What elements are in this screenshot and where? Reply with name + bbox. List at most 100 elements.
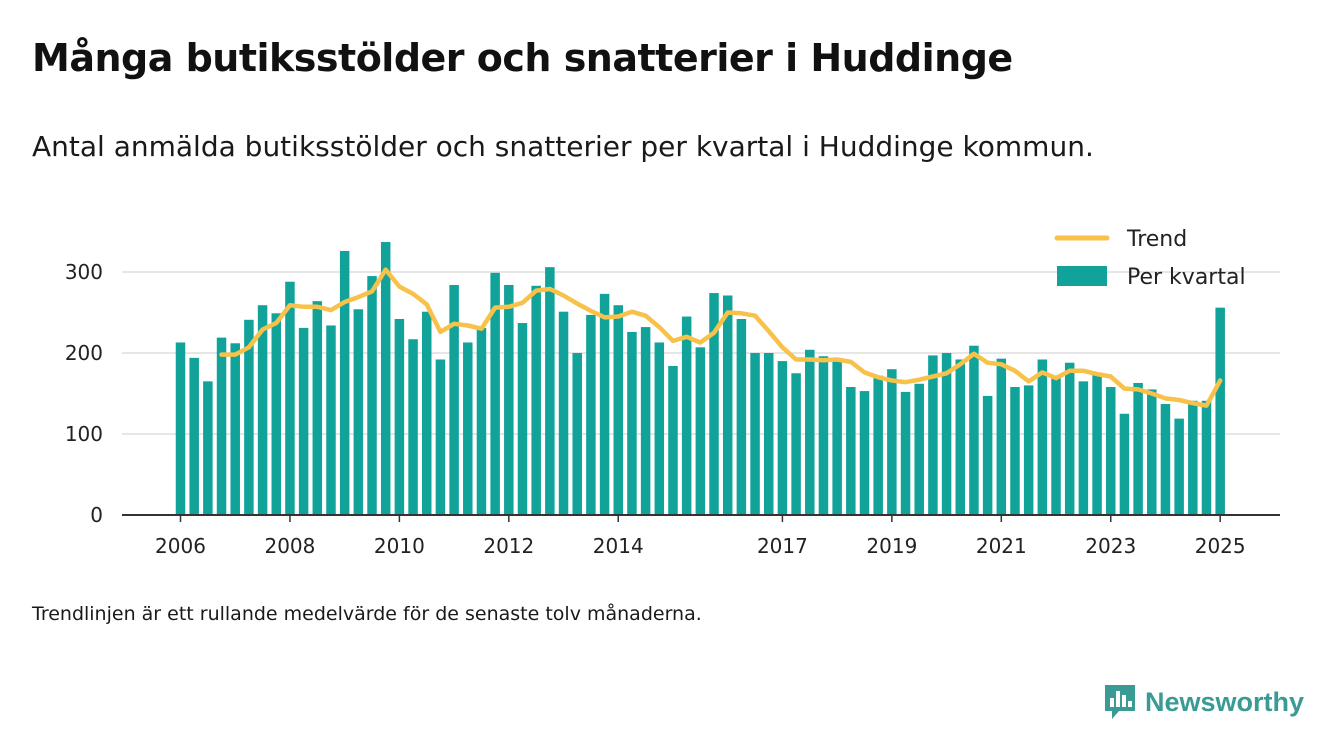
x-tick-label: 2025 xyxy=(1195,534,1246,558)
bar xyxy=(449,284,459,515)
x-tick-label: 2008 xyxy=(264,534,315,558)
bar xyxy=(654,342,665,515)
bar xyxy=(982,395,993,515)
bar xyxy=(504,284,514,515)
bar xyxy=(339,250,350,515)
bar xyxy=(380,242,391,515)
bar xyxy=(613,305,624,515)
bar xyxy=(832,358,842,515)
bar xyxy=(1147,389,1157,515)
bar xyxy=(969,345,979,515)
bar xyxy=(709,293,719,515)
bar xyxy=(750,353,760,515)
bar xyxy=(955,359,966,515)
trend-line xyxy=(219,267,1223,408)
bar xyxy=(1174,418,1184,515)
x-tick-label: 2010 xyxy=(374,534,425,558)
bar xyxy=(887,369,897,515)
bar xyxy=(312,301,323,515)
x-tick-label: 2017 xyxy=(757,534,808,558)
bar xyxy=(271,313,282,515)
x-tick-label: 2006 xyxy=(155,534,206,558)
chart-subtitle: Antal anmälda butiksstölder och snatteri… xyxy=(32,130,1094,163)
y-tick-label: 300 xyxy=(65,260,103,284)
bar xyxy=(763,353,774,515)
bar xyxy=(1092,372,1102,515)
bar xyxy=(900,391,911,515)
bar xyxy=(640,327,651,515)
bar xyxy=(408,339,418,515)
bar xyxy=(476,327,487,515)
axes: 0 100 200 300 2006 2008 2010 2012 2014 2017 2019 20… xyxy=(65,260,1280,558)
legend-bar-swatch xyxy=(1057,266,1107,286)
bar xyxy=(490,272,500,515)
bar xyxy=(1023,385,1034,515)
y-tick-label: 100 xyxy=(65,422,103,446)
bar xyxy=(791,373,801,515)
bar xyxy=(846,387,856,515)
bar xyxy=(1160,404,1171,515)
bar xyxy=(1037,359,1048,515)
bar xyxy=(517,323,528,515)
footnote: Trendlinjen är ett rullande medelvärde f… xyxy=(32,603,702,625)
bar xyxy=(1064,362,1075,515)
bar xyxy=(435,359,446,515)
bar xyxy=(599,293,610,515)
bar xyxy=(668,365,678,515)
x-tick-label: 2021 xyxy=(976,534,1027,558)
bar xyxy=(421,311,432,515)
legend-bar-label: Per kvartal xyxy=(1127,265,1246,290)
x-tick-label: 2012 xyxy=(483,534,534,558)
bar xyxy=(627,331,637,515)
bar xyxy=(586,314,596,515)
bar xyxy=(285,281,295,515)
bar xyxy=(1201,400,1212,515)
bar xyxy=(1188,400,1198,515)
chart-area: 0 100 200 300 2006 2008 2010 2012 2014 2017 2019 20… xyxy=(65,227,1280,558)
trend-series xyxy=(219,267,1223,408)
bar xyxy=(257,305,268,515)
bar xyxy=(1119,413,1130,515)
bar xyxy=(216,337,227,515)
bar xyxy=(873,375,883,515)
bar xyxy=(805,349,815,515)
bar xyxy=(777,361,788,515)
bar xyxy=(353,309,364,515)
bar xyxy=(367,276,377,515)
bar xyxy=(1078,381,1089,515)
bar xyxy=(175,342,186,515)
bar xyxy=(545,267,555,515)
bar xyxy=(572,353,582,515)
bar xyxy=(695,347,706,515)
y-tick-label: 0 xyxy=(90,503,103,527)
bar xyxy=(859,391,870,515)
bar xyxy=(298,327,309,515)
bar xyxy=(394,318,405,515)
newsworthy-logo: Newsworthy xyxy=(1103,683,1304,721)
x-tick-label: 2014 xyxy=(593,534,644,558)
bar xyxy=(1051,377,1061,515)
bar xyxy=(189,357,199,515)
bar xyxy=(818,356,829,515)
bar xyxy=(996,358,1007,515)
x-tick-label: 2019 xyxy=(866,534,917,558)
bar xyxy=(326,325,336,515)
bar xyxy=(531,285,541,515)
bar xyxy=(203,381,213,515)
legend: Trend Per kvartal xyxy=(1054,227,1246,290)
bar xyxy=(1133,382,1143,515)
bar-series xyxy=(175,242,1225,515)
y-tick-label: 200 xyxy=(65,341,103,365)
legend-trend-label: Trend xyxy=(1126,227,1187,252)
bar xyxy=(1105,387,1116,515)
bar xyxy=(722,295,733,515)
bar xyxy=(463,342,473,515)
bar xyxy=(1010,387,1020,515)
bar xyxy=(914,383,924,515)
bar xyxy=(681,316,692,515)
bar xyxy=(230,343,240,515)
bar xyxy=(941,353,952,515)
x-tick-label: 2023 xyxy=(1085,534,1136,558)
bar xyxy=(558,311,569,515)
brand-name: Newsworthy xyxy=(1145,686,1305,717)
